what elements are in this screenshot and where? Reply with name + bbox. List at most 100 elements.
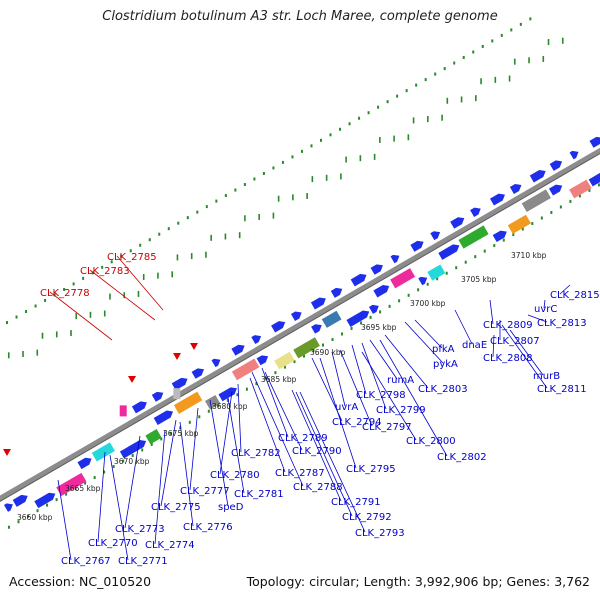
- gene-label: CLK_2811: [537, 384, 587, 395]
- gene-feature[interactable]: [390, 252, 401, 264]
- gene-feature[interactable]: [489, 191, 507, 206]
- gene-arrow: [151, 391, 164, 402]
- skew-tick: [190, 253, 193, 260]
- gene-feature[interactable]: [589, 134, 600, 148]
- skew-tick: [475, 95, 477, 102]
- gene-feature[interactable]: [569, 179, 592, 199]
- gene-feature[interactable]: [588, 166, 600, 187]
- gene-feature[interactable]: [204, 394, 221, 410]
- skew-tick: [7, 352, 10, 359]
- gene-feature[interactable]: [470, 205, 483, 218]
- gene-feature[interactable]: [311, 322, 324, 334]
- gc-dot: [169, 431, 172, 435]
- gene-feature[interactable]: [293, 337, 320, 359]
- gene-feature[interactable]: [153, 408, 175, 425]
- gc-dot: [405, 89, 408, 93]
- gene-feature[interactable]: [274, 351, 295, 370]
- gc-dot: [226, 398, 229, 402]
- gene-label: CLK_2788: [293, 482, 343, 493]
- gene-feature[interactable]: [548, 182, 564, 196]
- gene-feature[interactable]: [171, 375, 190, 391]
- gc-dot: [17, 520, 20, 524]
- gene-feature[interactable]: [410, 238, 425, 252]
- skew-tick: [513, 58, 516, 65]
- gene-feature[interactable]: [211, 356, 222, 368]
- skew-tick: [441, 114, 443, 121]
- gene-feature[interactable]: [549, 158, 564, 171]
- gene-feature[interactable]: [438, 242, 461, 260]
- gene-feature[interactable]: [231, 358, 260, 381]
- gc-dot: [253, 177, 256, 181]
- skew-tick: [210, 234, 212, 241]
- gc-dot: [101, 265, 104, 269]
- gc-dot: [103, 470, 106, 474]
- gene-feature[interactable]: [119, 437, 148, 459]
- gene-feature[interactable]: [430, 229, 442, 241]
- gene-feature[interactable]: [507, 214, 531, 234]
- gene-feature[interactable]: [218, 385, 238, 402]
- gene-label: CLK_2794: [332, 417, 382, 428]
- skew-tick: [547, 39, 550, 46]
- gene-feature[interactable]: [256, 353, 271, 366]
- gene-feature[interactable]: [458, 225, 489, 249]
- gene-feature-track[interactable]: [3, 125, 600, 512]
- gc-dot: [436, 277, 439, 281]
- gene-feature[interactable]: [569, 148, 581, 160]
- gene-label: CLK_2770: [88, 538, 138, 549]
- gene-feature[interactable]: [34, 490, 57, 509]
- gene-feature[interactable]: [492, 228, 509, 243]
- gene-feature[interactable]: [56, 472, 87, 497]
- gene-feature[interactable]: [450, 215, 466, 229]
- gene-feature[interactable]: [3, 501, 15, 512]
- gene-feature[interactable]: [145, 429, 162, 445]
- gene-arrow: [290, 311, 302, 321]
- gene-feature[interactable]: [310, 295, 328, 310]
- gene-feature[interactable]: [173, 391, 203, 414]
- skew-tick: [412, 117, 415, 124]
- gene-feature[interactable]: [529, 168, 548, 183]
- gene-feature[interactable]: [191, 366, 206, 379]
- gene-feature[interactable]: [346, 308, 371, 327]
- gc-dot: [293, 360, 296, 364]
- gene-feature[interactable]: [251, 333, 263, 345]
- gene-feature[interactable]: [373, 283, 391, 298]
- gc-dot: [312, 349, 315, 353]
- callout-line: [116, 255, 164, 311]
- gene-feature[interactable]: [151, 389, 166, 402]
- gene-arrow: [569, 150, 579, 160]
- gene-feature[interactable]: [427, 264, 446, 281]
- gc-dot: [74, 487, 77, 491]
- gene-label: rumA: [387, 375, 414, 386]
- gene-feature[interactable]: [131, 399, 149, 414]
- gene-feature[interactable]: [330, 285, 345, 298]
- gene-feature[interactable]: [290, 309, 304, 321]
- gene-arrow: [588, 168, 600, 187]
- gc-dot: [207, 409, 210, 413]
- gene-arrow: [171, 377, 188, 391]
- gene-feature[interactable]: [350, 271, 369, 287]
- gene-feature[interactable]: [321, 310, 342, 328]
- gc-dot: [63, 287, 66, 291]
- gene-feature[interactable]: [418, 274, 429, 286]
- gene-label: CLK_2789: [278, 433, 328, 444]
- gc-dot: [236, 393, 239, 397]
- gene-feature[interactable]: [91, 442, 115, 462]
- gene-feature[interactable]: [231, 342, 246, 356]
- gc-dot: [110, 260, 113, 264]
- gene-feature[interactable]: [390, 268, 416, 289]
- skew-tick: [75, 313, 78, 320]
- gene-feature[interactable]: [509, 182, 524, 194]
- gene-feature[interactable]: [521, 189, 551, 213]
- gene-feature[interactable]: [12, 492, 30, 507]
- gene-feature[interactable]: [368, 302, 381, 314]
- gene-feature[interactable]: [271, 319, 287, 333]
- gene-arrow: [131, 401, 147, 414]
- skew-tick: [89, 311, 92, 318]
- gc-dot: [388, 304, 391, 308]
- gene-label: dnaE: [462, 340, 487, 351]
- gene-clk2783: [173, 388, 181, 400]
- gc-dot: [82, 276, 85, 280]
- gene-feature[interactable]: [370, 262, 385, 275]
- gene-feature[interactable]: [77, 455, 93, 470]
